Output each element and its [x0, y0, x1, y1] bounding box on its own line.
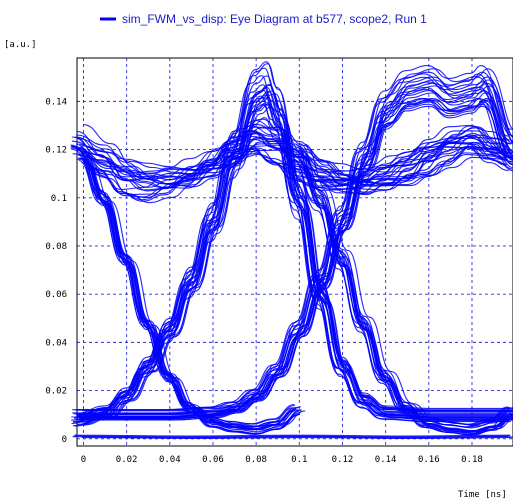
trace-mark-level	[82, 118, 513, 179]
trace-mark-level	[71, 131, 508, 191]
x-tick-label: 0.16	[418, 455, 440, 465]
y-tick-label: 0.14	[45, 97, 67, 107]
trace-falling-edge	[298, 165, 513, 433]
trace-rising-pulse	[79, 83, 513, 416]
trace-space-level	[72, 435, 509, 439]
x-axis-ticks: 0 0.02 0.04 0.06 0.08 0.1 0.12 0.14 0.16 0.18	[81, 455, 483, 465]
trace-falling-edge	[301, 149, 513, 433]
y-axis-ticks: 0 0.02 0.04 0.06 0.08 0.1 0.12 0.14	[45, 97, 67, 444]
plot-area	[76, 57, 513, 447]
y-tick-label: 0.12	[45, 146, 67, 156]
trace-rising-pulse	[77, 63, 513, 418]
trace-falling-edge	[82, 147, 299, 431]
trace-falling-edge	[298, 145, 513, 429]
trace-falling-edge	[84, 152, 301, 427]
x-tick-label: 0.04	[159, 455, 181, 465]
trace-rising-pulse	[82, 90, 513, 425]
x-tick-label: 0.18	[461, 455, 483, 465]
y-tick-label: 0.08	[45, 242, 67, 252]
trace-mark-level	[70, 144, 507, 201]
trace-rising-pulse	[76, 61, 513, 415]
trace-mark-level	[79, 142, 513, 196]
trace-rising-pulse	[76, 102, 513, 422]
trace-rising-pulse	[77, 90, 513, 420]
trace-falling-edge	[300, 159, 513, 435]
trace-rising-pulse	[72, 84, 509, 423]
trace-mark-level	[71, 125, 508, 187]
trace-mark-level	[77, 131, 513, 188]
legend-label: sim_FWM_vs_disp: Eye Diagram at b577, sc…	[122, 12, 427, 26]
x-tick-label: 0.12	[332, 455, 354, 465]
trace-mark-level	[78, 135, 513, 193]
trace-rising-pulse	[73, 86, 510, 415]
y-axis-label: [a.u.]	[4, 40, 37, 50]
trace-rising-pulse	[82, 99, 513, 419]
x-tick-label: 0.14	[375, 455, 397, 465]
y-tick-label: 0.06	[45, 290, 67, 300]
x-tick-label: 0.06	[202, 455, 224, 465]
y-tick-label: 0.1	[51, 194, 67, 204]
trace-falling-edge	[298, 161, 513, 436]
x-tick-label: 0.08	[245, 455, 267, 465]
trace-rising-pulse	[76, 105, 513, 417]
trace-falling-edge	[299, 165, 513, 433]
x-tick-label: 0.02	[116, 455, 138, 465]
trace-space-level	[74, 434, 511, 438]
x-tick-label: 0	[81, 455, 86, 465]
trace-mark-level	[81, 127, 513, 186]
trace-falling-edge	[80, 156, 297, 427]
eye-traces	[70, 61, 513, 440]
trace-rising-pulse	[82, 85, 513, 417]
y-tick-label: 0.04	[45, 338, 67, 348]
trace-falling-edge	[295, 153, 510, 428]
trace-rising-pulse	[75, 65, 512, 411]
trace-rising-pulse	[76, 86, 513, 416]
x-axis-label: Time [ns]	[458, 490, 507, 500]
legend: sim_FWM_vs_disp: Eye Diagram at b577, sc…	[100, 12, 427, 26]
trace-rising-pulse	[74, 67, 511, 418]
x-tick-label: 0.1	[291, 455, 307, 465]
trace-mark-level	[76, 124, 513, 183]
trace-rising-pulse	[81, 82, 513, 415]
trace-mark-level	[75, 145, 512, 198]
trace-rising-pulse	[74, 117, 511, 427]
y-tick-label: 0	[62, 435, 67, 445]
trace-rising-pulse	[71, 97, 508, 418]
y-tick-label: 0.02	[45, 387, 67, 397]
trace-mark-level	[71, 146, 508, 202]
